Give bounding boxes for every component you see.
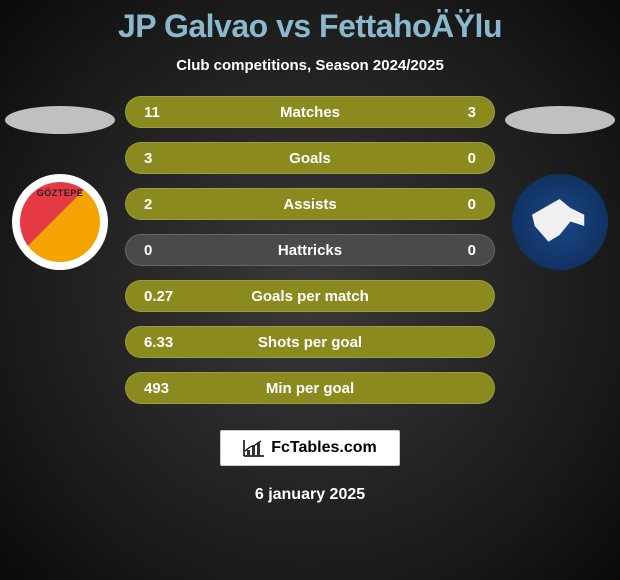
content-row: GÖZTEPE 11 Matches 3 3 Goals 0 2 Assists 0 0 Hattr… [0,96,620,404]
comparison-card: JP Galvao vs FettahoÄŸlu Club competitio… [0,0,620,580]
stat-right-value: 0 [436,150,476,167]
stat-row: 0 Hattricks 0 [125,234,495,266]
stat-row: 6.33 Shots per goal [125,326,495,358]
stat-label: Hattricks [278,242,342,259]
team-right-side [505,96,615,270]
stat-row: 493 Min per goal [125,372,495,404]
eagle-icon [532,199,587,244]
stat-left-value: 6.33 [144,334,184,351]
stat-left-value: 0.27 [144,288,184,305]
team-left-logo: GÖZTEPE [12,174,108,270]
team-left-side: GÖZTEPE [5,96,115,270]
chart-icon [243,439,265,457]
player-shadow-left [5,106,115,134]
stat-row: 3 Goals 0 [125,142,495,174]
stat-row: 0.27 Goals per match [125,280,495,312]
stat-left-value: 0 [144,242,184,259]
team-left-logo-label: GÖZTEPE [20,188,100,198]
page-subtitle: Club competitions, Season 2024/2025 [176,57,444,74]
stats-column: 11 Matches 3 3 Goals 0 2 Assists 0 0 Hattricks 0 0.2… [125,96,495,404]
team-right-logo [512,174,608,270]
stat-left-value: 493 [144,380,184,397]
stat-label: Shots per goal [258,334,362,351]
footer-brand-text: FcTables.com [271,439,377,457]
stat-right-value: 3 [436,104,476,121]
stat-left-value: 2 [144,196,184,213]
stat-label: Min per goal [266,380,354,397]
stat-right-value: 0 [436,196,476,213]
player-shadow-right [505,106,615,134]
stat-row: 11 Matches 3 [125,96,495,128]
date-text: 6 january 2025 [255,486,365,504]
stat-label: Assists [283,196,336,213]
footer-brand: FcTables.com [220,430,400,466]
page-title: JP Galvao vs FettahoÄŸlu [118,8,502,45]
stat-label: Goals per match [251,288,369,305]
stat-left-value: 3 [144,150,184,167]
stat-row: 2 Assists 0 [125,188,495,220]
stat-left-value: 11 [144,104,184,121]
stat-right-value: 0 [436,242,476,259]
stat-label: Matches [280,104,340,121]
team-left-logo-inner: GÖZTEPE [20,182,100,262]
stat-label: Goals [289,150,331,167]
